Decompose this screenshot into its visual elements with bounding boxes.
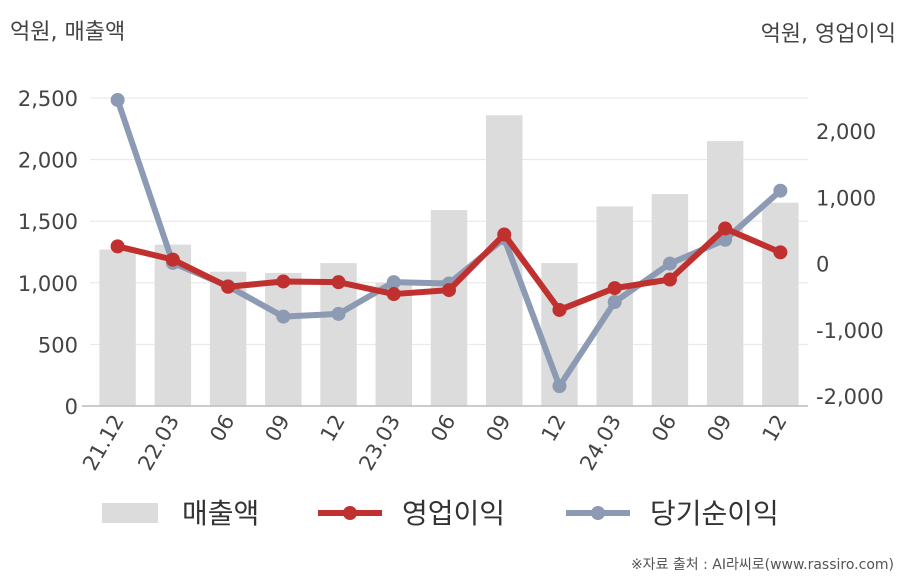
- data-point: [773, 245, 788, 260]
- x-tick-label: 21.12: [78, 411, 129, 475]
- bar: [430, 210, 468, 406]
- legend-marker: [343, 506, 357, 520]
- data-point: [276, 274, 291, 289]
- legend-item: 매출액: [102, 497, 259, 530]
- data-point: [442, 283, 456, 298]
- left-tick-label: 1,000: [18, 272, 78, 296]
- x-tick-label: 23.03: [354, 411, 405, 475]
- x-tick-label: 06: [647, 411, 681, 446]
- right-tick-label: -2,000: [816, 385, 884, 409]
- left-axis-unit: 억원, 매출액: [10, 20, 126, 45]
- right-axis-ticks: -2,000 -1,000 0 1,000 2,000: [816, 120, 884, 409]
- bar: [154, 244, 192, 406]
- x-tick-label: 12: [316, 411, 350, 446]
- legend-label: 영업이익: [402, 497, 505, 530]
- data-point: [607, 295, 622, 310]
- legend: 매출액 영업이익 당기순이익: [102, 497, 779, 530]
- data-point: [276, 309, 291, 324]
- bar-series: [99, 115, 799, 407]
- left-tick-label: 0: [65, 395, 78, 419]
- legend-item: 영업이익: [318, 497, 505, 530]
- x-tick-label: 24.03: [575, 411, 626, 475]
- left-axis-ticks: 0 500 1,000 1,500 2,000 2,500: [18, 87, 78, 419]
- left-tick-label: 2,500: [18, 87, 78, 111]
- bar: [265, 272, 302, 406]
- data-point: [386, 287, 401, 302]
- data-point: [552, 379, 567, 394]
- legend-marker: [591, 506, 605, 520]
- data-point: [662, 272, 677, 287]
- data-point: [552, 302, 567, 317]
- line-series-영업이익: [110, 221, 788, 317]
- x-tick-label: 09: [702, 411, 736, 446]
- data-point: [386, 275, 401, 290]
- legend-swatch: [102, 503, 158, 523]
- right-tick-label: 1,000: [816, 186, 876, 210]
- right-tick-label: -1,000: [816, 319, 884, 343]
- x-tick-label: 09: [481, 411, 515, 446]
- data-point: [497, 227, 512, 242]
- bar: [762, 202, 799, 406]
- data-point: [221, 279, 236, 294]
- line-series: [110, 92, 788, 394]
- x-tick-label: 06: [205, 411, 239, 446]
- x-tick-label: 06: [426, 411, 460, 446]
- bar: [375, 282, 412, 406]
- left-tick-label: 2,000: [18, 149, 78, 173]
- left-tick-label: 500: [38, 333, 78, 357]
- data-point: [718, 232, 733, 247]
- legend-item: 당기순이익: [566, 497, 779, 530]
- x-axis-ticks: 21.12 22.03 06 09 12 23.03 06 09 12 24.03 06 09 12: [78, 411, 792, 475]
- source-note: ※자료 출처 : AI라씨로(www.rassiro.com): [630, 557, 894, 573]
- x-tick-label: 22.03: [133, 411, 184, 475]
- right-tick-label: 2,000: [816, 120, 876, 144]
- left-tick-label: 1,500: [18, 210, 78, 234]
- data-point: [718, 221, 733, 236]
- bar: [99, 249, 136, 406]
- legend-label: 매출액: [182, 497, 259, 530]
- legend-label: 당기순이익: [650, 497, 779, 530]
- x-tick-label: 09: [260, 411, 294, 446]
- data-point: [662, 256, 677, 271]
- data-point: [165, 252, 180, 267]
- data-point: [110, 92, 125, 107]
- data-point: [607, 281, 622, 296]
- x-tick-label: 12: [537, 411, 571, 446]
- x-tick-label: 12: [758, 411, 792, 446]
- data-point: [331, 306, 346, 321]
- right-axis-unit: 억원, 영업이익: [760, 22, 896, 47]
- data-point: [773, 183, 788, 198]
- data-point: [331, 275, 346, 290]
- bar: [486, 115, 523, 407]
- data-point: [110, 239, 125, 254]
- bar: [706, 141, 744, 406]
- right-tick-label: 0: [816, 253, 829, 277]
- bar: [651, 194, 689, 406]
